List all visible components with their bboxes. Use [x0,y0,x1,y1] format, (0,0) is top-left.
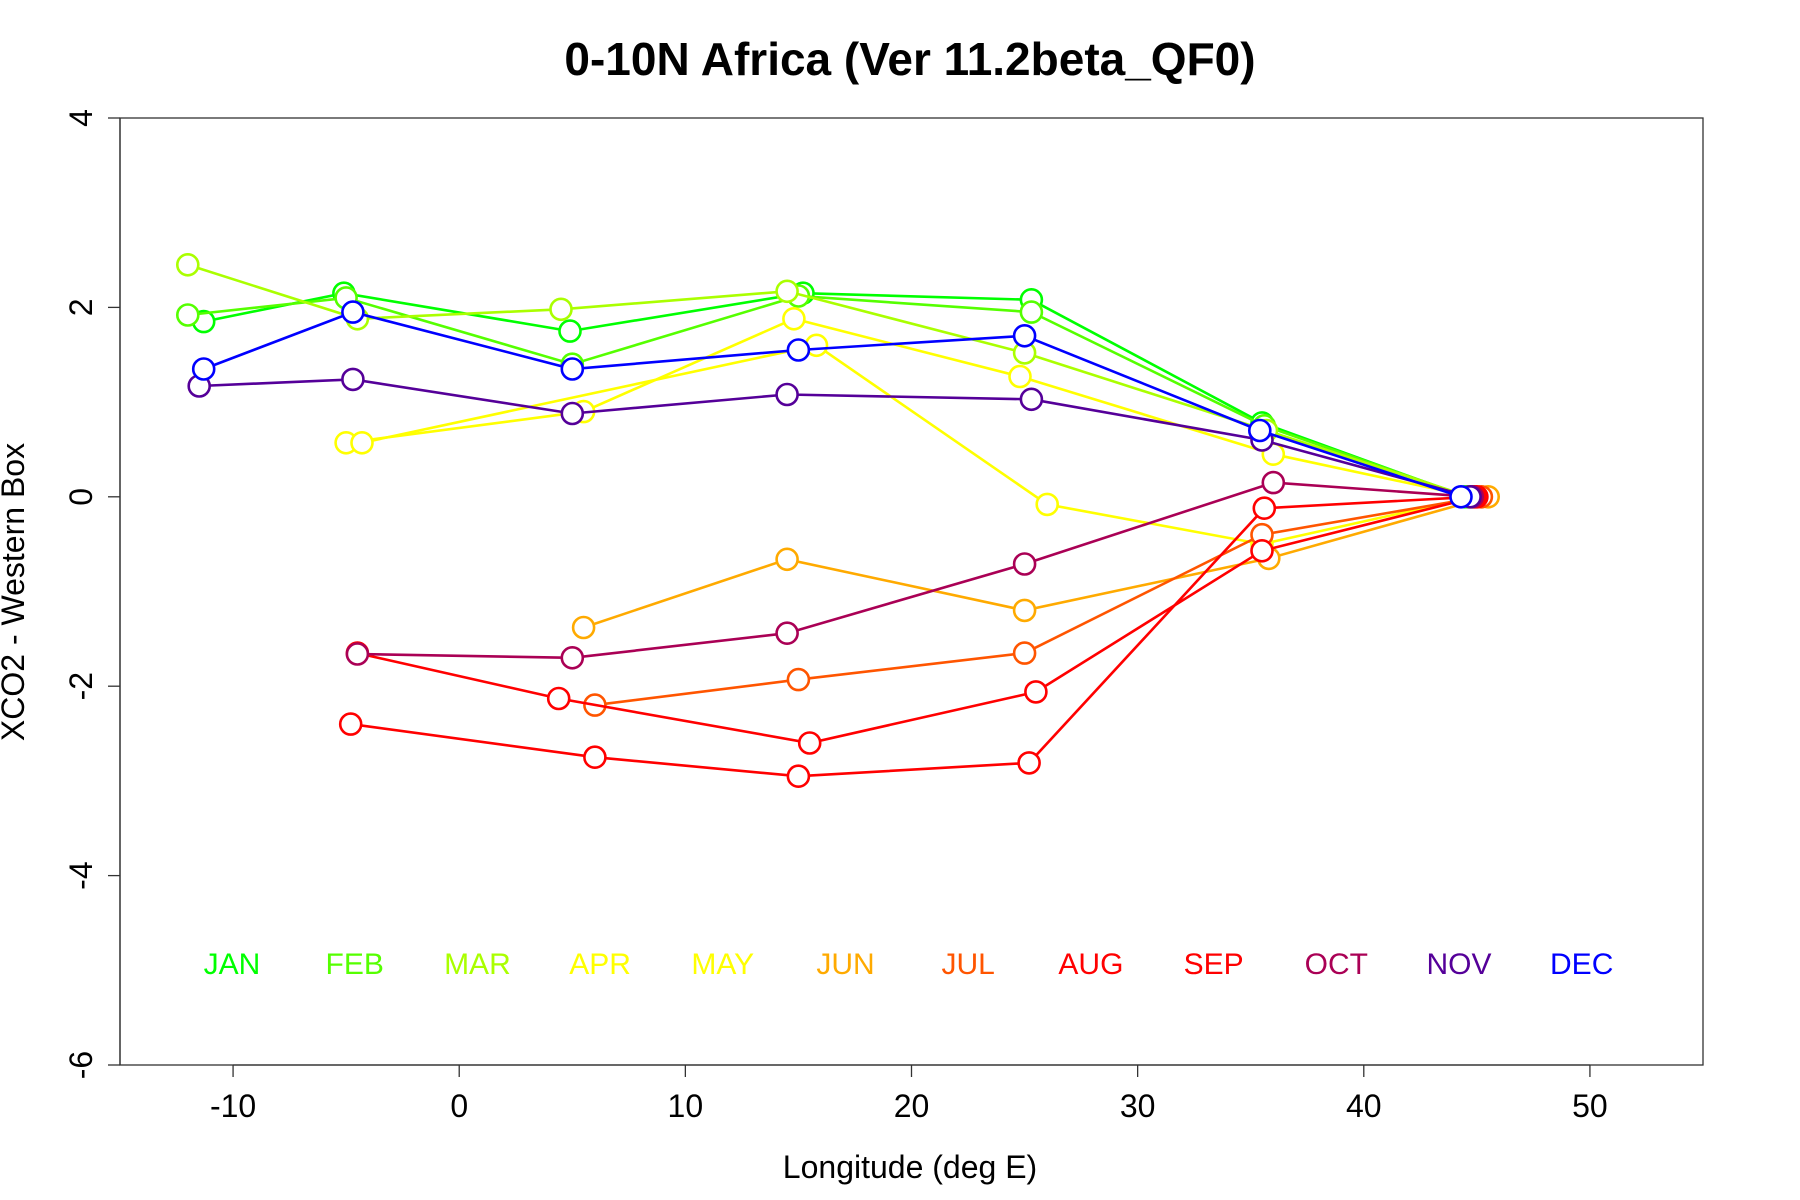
data-point-jun [775,547,799,572]
data-point-may [1035,492,1059,517]
legend-item-jul: JUL [942,948,995,981]
data-point-aug [1250,538,1274,563]
data-point-dec [1248,418,1272,443]
x-tick-label: 30 [1120,1088,1156,1124]
x-tick-label: 50 [1572,1088,1608,1124]
data-point-sep [1252,496,1277,521]
data-point-sep [338,712,363,736]
data-point-nov [341,367,365,392]
data-point-dec [191,357,216,381]
series-layer [176,252,1500,789]
y-tick-label: -4 [63,861,99,889]
data-point-jul [1012,641,1037,665]
series-line-oct [357,481,1473,660]
data-point-apr [782,306,806,331]
x-tick-label: 10 [668,1088,704,1124]
y-tick-label: 2 [63,299,99,317]
plot-area-frame [119,117,1704,1066]
data-point-sep [1017,751,1041,775]
data-point-apr [1008,364,1032,389]
series-dec [191,300,1473,509]
y-tick-label: -6 [63,1051,99,1079]
legend: JAN FEB MAR APR MAY JUN JUL AUG SEP OCT NOV DEC [204,948,1614,981]
series-line-apr [345,317,1473,499]
legend-item-jun: JUN [816,948,874,981]
data-point-aug [1024,680,1048,704]
y-axis-label: XCO2 - Western Box [0,443,31,741]
data-point-dec [1449,484,1473,509]
data-point-oct [775,621,799,646]
y-tick-label: 0 [63,488,99,506]
legend-item-mar: MAR [444,948,511,981]
x-tick-label: -10 [210,1088,256,1124]
legend-item-sep: SEP [1184,948,1244,981]
legend-item-apr: APR [569,948,631,981]
data-point-feb [176,303,200,327]
series-line-dec [203,310,1462,499]
data-point-dec [786,338,811,362]
data-point-may [350,430,374,455]
data-point-jun [571,615,596,640]
data-point-jan [558,319,582,343]
legend-item-oct: OCT [1305,948,1368,981]
data-point-oct [345,642,370,666]
data-point-jun [1012,598,1037,623]
legend-item-nov: NOV [1426,948,1491,981]
series-line-aug [357,495,1478,745]
x-tick-label: 20 [894,1088,930,1124]
data-point-nov [775,382,799,407]
data-point-nov [1019,387,1044,412]
y-tick-label: -2 [63,672,99,700]
y-axis: -6 -4 -2 0 2 4 [63,109,121,1079]
data-point-mar [176,252,200,277]
data-point-nov [560,401,585,426]
x-axis: -10 0 10 20 30 40 50 [210,1064,1608,1124]
data-point-mar [775,279,799,304]
data-point-aug [546,686,571,711]
data-point-aug [797,731,822,755]
data-point-feb [1019,300,1044,324]
data-point-dec [1012,323,1037,348]
y-tick-label: 4 [63,109,99,127]
data-point-dec [341,300,365,324]
chart-title: 0-10N Africa (Ver 11.2beta_QF0) [564,33,1255,85]
data-point-jul [786,667,811,692]
data-point-dec [560,357,585,381]
data-point-oct [1012,552,1037,576]
legend-item-may: MAY [691,948,754,981]
data-point-mar [549,297,573,322]
legend-item-dec: DEC [1550,948,1613,981]
data-point-oct [1261,470,1286,495]
x-tick-label: 40 [1346,1088,1382,1124]
x-axis-label: Longitude (deg E) [783,1149,1037,1185]
data-point-oct [560,645,585,670]
series-mar [176,252,1482,509]
series-line-sep [350,495,1475,778]
series-oct [345,470,1485,670]
legend-item-feb: FEB [326,948,384,981]
x-tick-label: 0 [450,1088,468,1124]
legend-item-aug: AUG [1058,948,1123,981]
legend-item-jan: JAN [204,948,261,981]
data-point-sep [786,764,811,789]
data-point-sep [583,745,607,770]
